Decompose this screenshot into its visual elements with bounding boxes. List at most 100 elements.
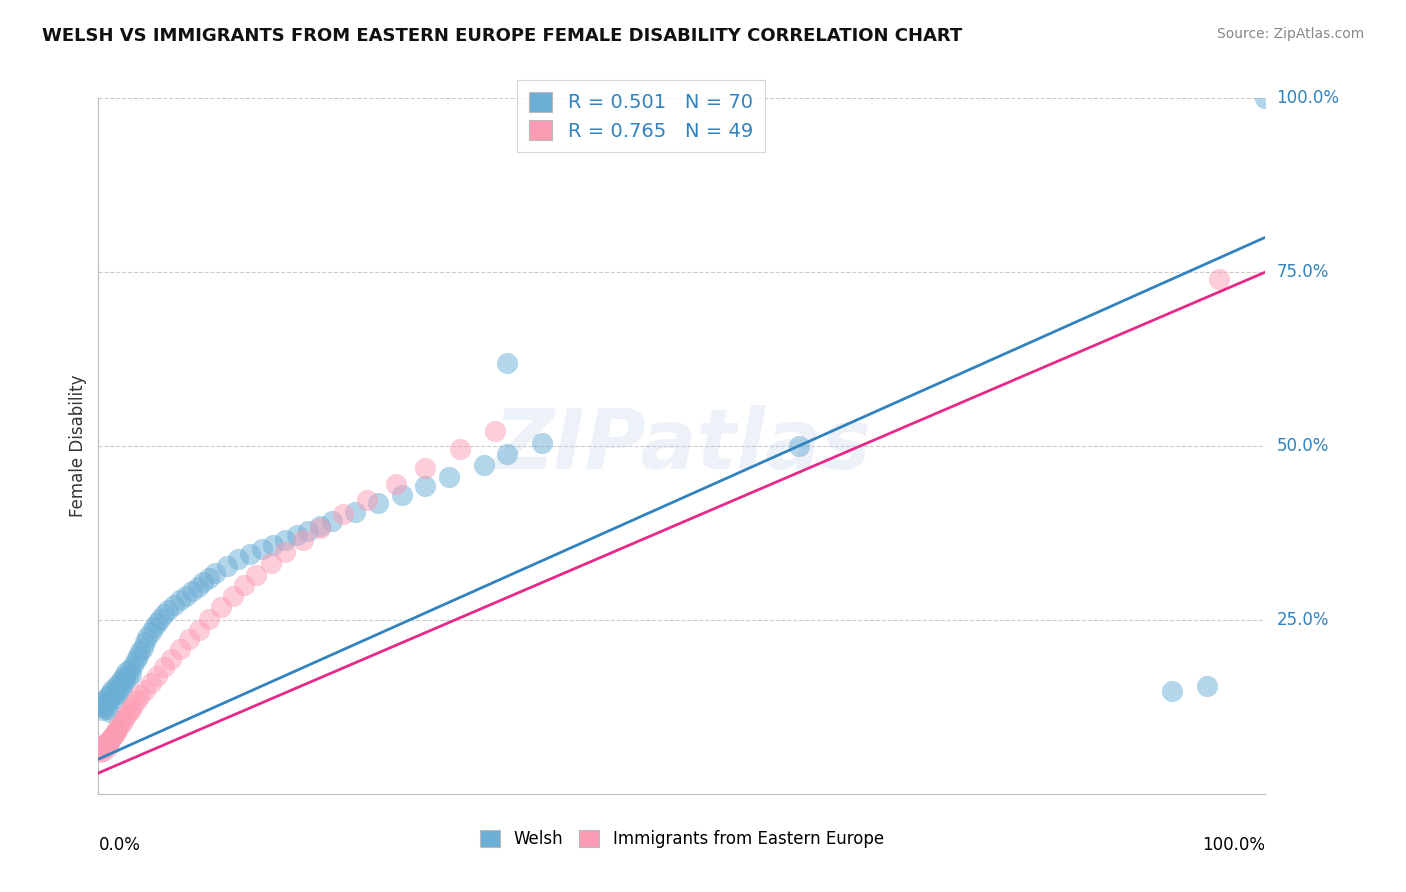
Point <box>291 533 314 547</box>
Point <box>120 702 142 716</box>
Text: 50.0%: 50.0% <box>1277 437 1329 455</box>
Point <box>100 686 122 700</box>
Point <box>122 698 145 712</box>
Point <box>97 739 120 754</box>
Point <box>104 725 127 739</box>
Point <box>134 635 156 649</box>
Point <box>111 672 134 686</box>
Point <box>93 738 115 752</box>
Point <box>129 688 152 702</box>
Point <box>104 724 127 739</box>
Point <box>122 658 145 673</box>
Text: 100.0%: 100.0% <box>1202 836 1265 854</box>
Point <box>228 551 250 566</box>
Point <box>94 698 117 712</box>
Point <box>97 736 120 750</box>
Text: WELSH VS IMMIGRANTS FROM EASTERN EUROPE FEMALE DISABILITY CORRELATION CHART: WELSH VS IMMIGRANTS FROM EASTERN EUROPE … <box>42 27 963 45</box>
Point <box>198 571 221 585</box>
Point <box>111 677 134 691</box>
Point <box>96 735 118 749</box>
Point <box>111 715 134 730</box>
Point <box>90 739 112 754</box>
Point <box>127 649 149 664</box>
Point <box>332 507 354 521</box>
Point <box>472 458 495 473</box>
Point <box>187 580 209 594</box>
Point <box>309 519 332 533</box>
Point <box>101 730 124 744</box>
Point <box>90 741 112 756</box>
Point <box>98 732 121 747</box>
Point <box>105 723 128 737</box>
Legend: Welsh, Immigrants from Eastern Europe: Welsh, Immigrants from Eastern Europe <box>474 823 890 855</box>
Point <box>112 668 135 682</box>
Point <box>449 442 471 457</box>
Point <box>117 670 139 684</box>
Point <box>391 488 413 502</box>
Point <box>157 602 180 616</box>
Point <box>143 620 166 634</box>
Point <box>134 682 156 697</box>
Point <box>250 541 273 556</box>
Point <box>413 461 436 475</box>
Point <box>174 589 197 603</box>
Point <box>129 644 152 658</box>
Point <box>159 652 181 666</box>
Point <box>1161 684 1184 698</box>
Point <box>260 556 283 570</box>
Point <box>107 687 129 701</box>
Point <box>163 598 186 612</box>
Point <box>108 675 131 690</box>
Point <box>413 479 436 493</box>
Point <box>120 667 142 681</box>
Point <box>496 355 519 369</box>
Point <box>274 533 297 547</box>
Point <box>169 642 191 657</box>
Point <box>1254 91 1277 105</box>
Text: ZIPatlas: ZIPatlas <box>494 406 870 486</box>
Point <box>139 625 162 640</box>
Point <box>437 470 460 484</box>
Point <box>179 632 201 647</box>
Point <box>149 611 172 625</box>
Point <box>132 640 155 655</box>
Point <box>385 477 408 491</box>
Text: 25.0%: 25.0% <box>1277 611 1329 629</box>
Point <box>103 728 125 742</box>
Point <box>356 493 378 508</box>
Point <box>262 538 284 552</box>
Point <box>101 682 124 697</box>
Point <box>91 744 114 758</box>
Point <box>198 611 221 625</box>
Text: 75.0%: 75.0% <box>1277 263 1329 281</box>
Point <box>118 705 141 719</box>
Point <box>297 524 319 538</box>
Point <box>139 675 162 690</box>
Point <box>233 578 256 592</box>
Point <box>1208 272 1230 286</box>
Point <box>112 712 135 726</box>
Point <box>239 547 262 561</box>
Point <box>367 496 389 510</box>
Point <box>108 719 131 733</box>
Point <box>136 630 159 644</box>
Point <box>530 435 553 450</box>
Point <box>496 447 519 461</box>
Point <box>146 668 169 682</box>
Point <box>125 653 148 667</box>
Point <box>89 745 111 759</box>
Point <box>98 705 121 719</box>
Point <box>115 665 138 680</box>
Point <box>285 528 308 542</box>
Point <box>93 693 115 707</box>
Point <box>152 607 174 622</box>
Point <box>274 545 297 559</box>
Point <box>96 702 118 716</box>
Point <box>115 708 138 723</box>
Point <box>215 558 238 573</box>
Point <box>187 623 209 637</box>
Point <box>103 688 125 702</box>
Text: 100.0%: 100.0% <box>1277 89 1340 107</box>
Point <box>204 566 226 580</box>
Point <box>105 684 128 698</box>
